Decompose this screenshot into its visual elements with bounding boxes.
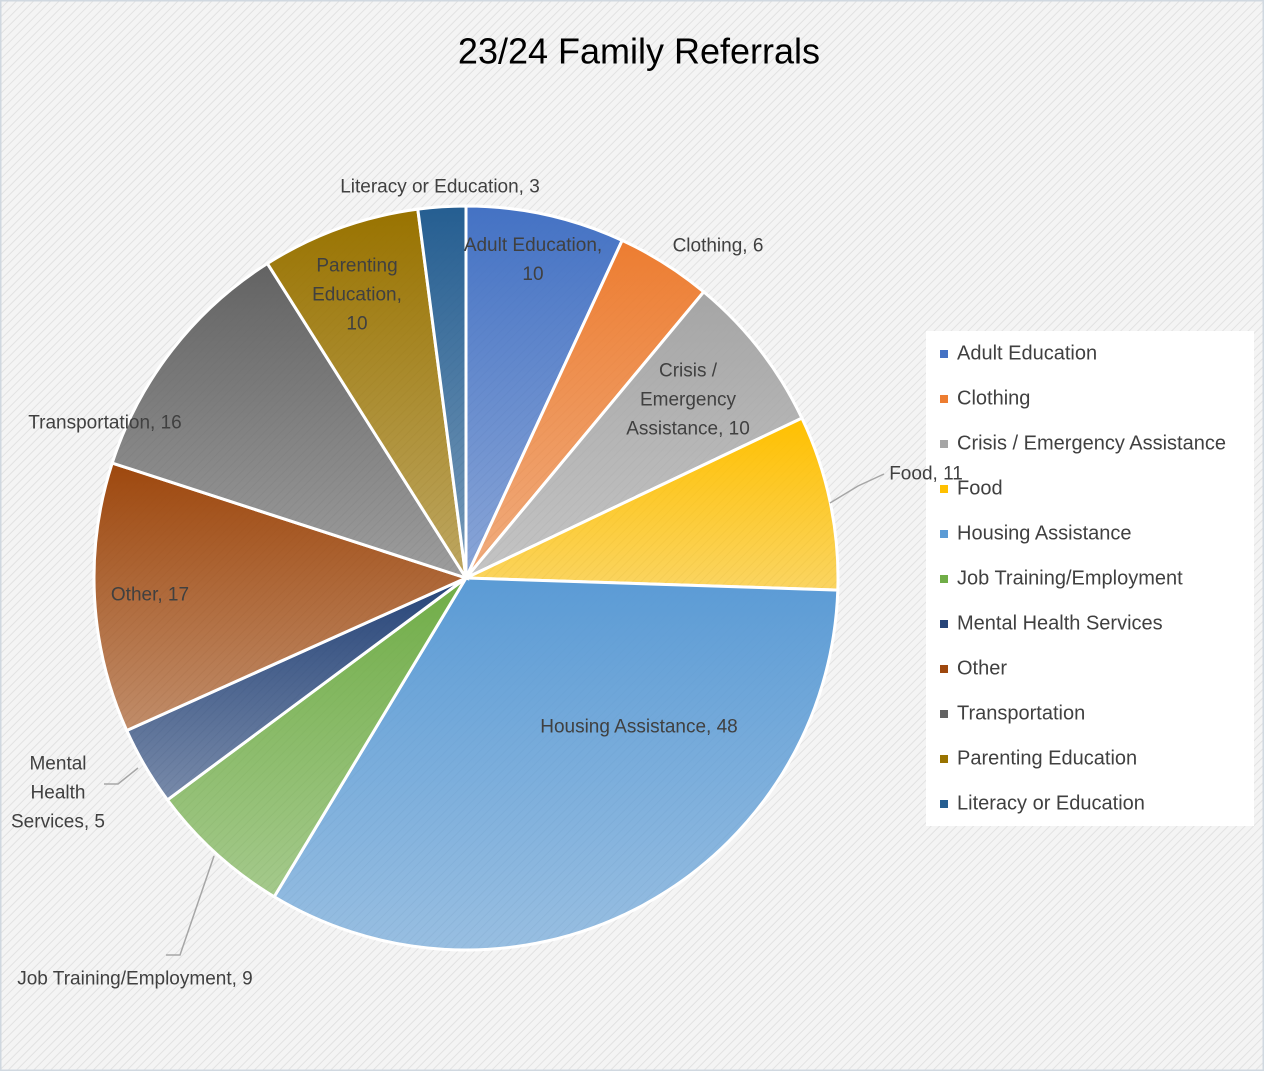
legend-marker: [940, 575, 948, 583]
legend-marker: [940, 755, 948, 763]
legend-marker: [940, 485, 948, 493]
legend-marker: [940, 530, 948, 538]
legend-marker: [940, 620, 948, 628]
legend-box: [926, 331, 1254, 826]
legend-label: Parenting Education: [957, 747, 1137, 769]
legend-marker: [940, 665, 948, 673]
data-label: Food, 11: [889, 463, 963, 485]
legend-label: Crisis / Emergency Assistance: [957, 432, 1226, 454]
pie-slice: [464, 204, 625, 579]
leader-line: [104, 767, 139, 785]
legend-marker: [940, 800, 948, 808]
legend-label: Mental Health Services: [957, 612, 1163, 634]
pie-slice: [465, 416, 840, 592]
data-label: Transportation, 16: [28, 412, 182, 434]
data-label: Housing Assistance, 48: [540, 716, 738, 738]
data-label: Adult Education, 10: [463, 235, 603, 285]
legend-marker: [940, 710, 948, 718]
pie-slice: [464, 289, 804, 580]
data-label: Literacy or Education, 3: [340, 176, 540, 198]
data-label: Parenting Education, 10: [312, 255, 402, 335]
legend-marker: [940, 350, 948, 358]
leader-line: [166, 855, 215, 956]
data-label: Mental Health Services, 5: [11, 753, 105, 833]
pie-slice: [272, 576, 840, 952]
legend-label: Transportation: [957, 702, 1085, 724]
pie-slice: [416, 204, 468, 579]
pie-slice: [265, 207, 468, 579]
data-label: Crisis / Emergency Assistance, 10: [626, 360, 750, 440]
leader-line: [829, 473, 885, 504]
legend-label: Literacy or Education: [957, 792, 1145, 814]
legend-label: Food: [957, 477, 1003, 499]
chart-title: 23/24 Family Referrals: [458, 31, 820, 72]
legend-marker: [940, 440, 948, 448]
legend-label: Clothing: [957, 387, 1030, 409]
legend-marker: [940, 395, 948, 403]
data-label: Job Training/Employment, 9: [17, 968, 253, 990]
data-label: Other, 17: [110, 584, 190, 606]
pie-slice: [92, 461, 471, 733]
legend-label: Job Training/Employment: [957, 567, 1183, 589]
legend-label: Other: [957, 657, 1007, 679]
legend-label: Housing Assistance: [957, 522, 1132, 544]
legend-label: Adult Education: [957, 342, 1097, 364]
pie-slice: [165, 576, 468, 899]
data-label: Clothing, 6: [672, 235, 764, 257]
pie-slice: [110, 261, 470, 581]
